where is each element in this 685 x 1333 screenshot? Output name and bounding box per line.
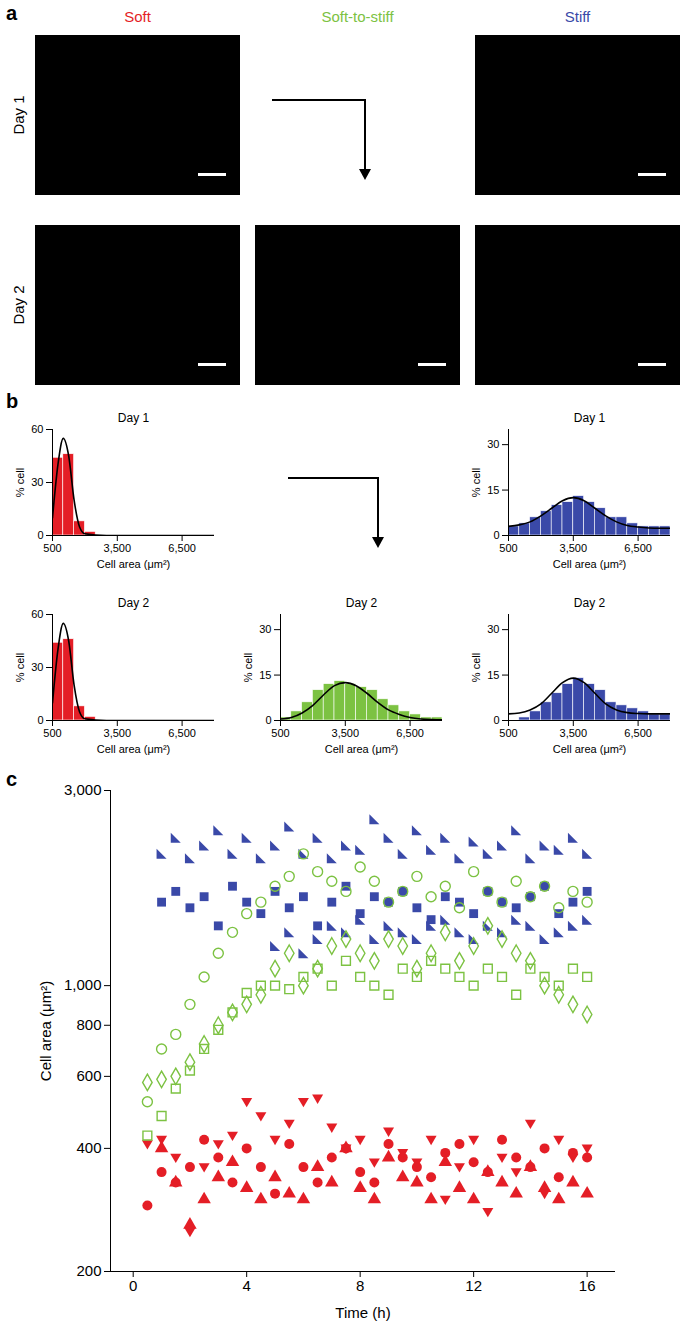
- svg-text:% cell: % cell: [14, 468, 26, 497]
- svg-text:8: 8: [356, 1277, 364, 1294]
- svg-text:12: 12: [465, 1277, 482, 1294]
- svg-text:% cell: % cell: [14, 653, 26, 682]
- svg-text:30: 30: [31, 661, 43, 673]
- svg-text:0: 0: [37, 714, 43, 726]
- svg-text:0: 0: [493, 529, 499, 541]
- svg-text:0: 0: [37, 529, 43, 541]
- svg-text:500: 500: [271, 727, 289, 739]
- html-text:a: a: [6, 2, 18, 24]
- svg-text:500: 500: [499, 727, 517, 739]
- svg-text:Cell area (μm²): Cell area (μm²): [325, 743, 399, 755]
- svg-text:6,500: 6,500: [624, 727, 652, 739]
- svg-text:6,500: 6,500: [168, 727, 196, 739]
- svg-text:Day 1: Day 1: [10, 95, 27, 134]
- html-text:Stiff: Stiff: [564, 8, 591, 25]
- svg-text:Cell area (μm²): Cell area (μm²): [97, 558, 171, 570]
- svg-text:3,500: 3,500: [104, 542, 132, 554]
- svg-text:800: 800: [76, 1016, 101, 1033]
- svg-text:60: 60: [31, 423, 43, 435]
- svg-text:3,500: 3,500: [560, 727, 588, 739]
- html-text:c: c: [6, 768, 18, 790]
- svg-text:Day 2: Day 2: [10, 285, 27, 324]
- svg-text:0: 0: [129, 1277, 137, 1294]
- svg-text:500: 500: [43, 727, 61, 739]
- svg-text:0: 0: [493, 714, 499, 726]
- svg-text:6,500: 6,500: [396, 727, 424, 739]
- svg-text:30: 30: [31, 476, 43, 488]
- svg-text:Day 2: Day 2: [574, 596, 606, 610]
- svg-text:Day 2: Day 2: [118, 596, 150, 610]
- svg-text:% cell: % cell: [242, 653, 254, 682]
- svg-text:Cell area (μm²): Cell area (μm²): [553, 558, 627, 570]
- svg-text:Cell area (μm²): Cell area (μm²): [37, 981, 54, 1081]
- svg-text:% cell: % cell: [470, 653, 482, 682]
- svg-text:15: 15: [259, 669, 271, 681]
- svg-text:3,000: 3,000: [64, 781, 102, 798]
- svg-text:Time (h): Time (h): [335, 1304, 390, 1321]
- svg-text:0: 0: [265, 714, 271, 726]
- svg-text:Cell area (μm²): Cell area (μm²): [97, 743, 171, 755]
- svg-text:Cell area (μm²): Cell area (μm²): [553, 743, 627, 755]
- svg-text:60: 60: [31, 608, 43, 620]
- svg-text:3,500: 3,500: [332, 727, 360, 739]
- svg-text:15: 15: [487, 484, 499, 496]
- svg-text:Day 2: Day 2: [346, 596, 378, 610]
- svg-text:Day 1: Day 1: [574, 411, 606, 425]
- html-text:b: b: [6, 390, 19, 412]
- svg-text:30: 30: [487, 623, 499, 635]
- svg-text:200: 200: [76, 1262, 101, 1279]
- svg-text:30: 30: [487, 438, 499, 450]
- svg-text:500: 500: [499, 542, 517, 554]
- svg-text:3,500: 3,500: [104, 727, 132, 739]
- svg-text:4: 4: [243, 1277, 251, 1294]
- svg-text:% cell: % cell: [470, 468, 482, 497]
- svg-text:500: 500: [43, 542, 61, 554]
- svg-text:6,500: 6,500: [624, 542, 652, 554]
- html-text:Soft: Soft: [124, 8, 151, 25]
- svg-text:400: 400: [76, 1139, 101, 1156]
- svg-text:15: 15: [487, 669, 499, 681]
- svg-text:1,000: 1,000: [64, 976, 102, 993]
- svg-text:600: 600: [76, 1067, 101, 1084]
- svg-text:Day 1: Day 1: [118, 411, 150, 425]
- html-text:Soft-to-stiff: Soft-to-stiff: [321, 8, 394, 25]
- svg-text:30: 30: [259, 623, 271, 635]
- svg-text:16: 16: [579, 1277, 596, 1294]
- svg-text:6,500: 6,500: [168, 542, 196, 554]
- svg-text:3,500: 3,500: [560, 542, 588, 554]
